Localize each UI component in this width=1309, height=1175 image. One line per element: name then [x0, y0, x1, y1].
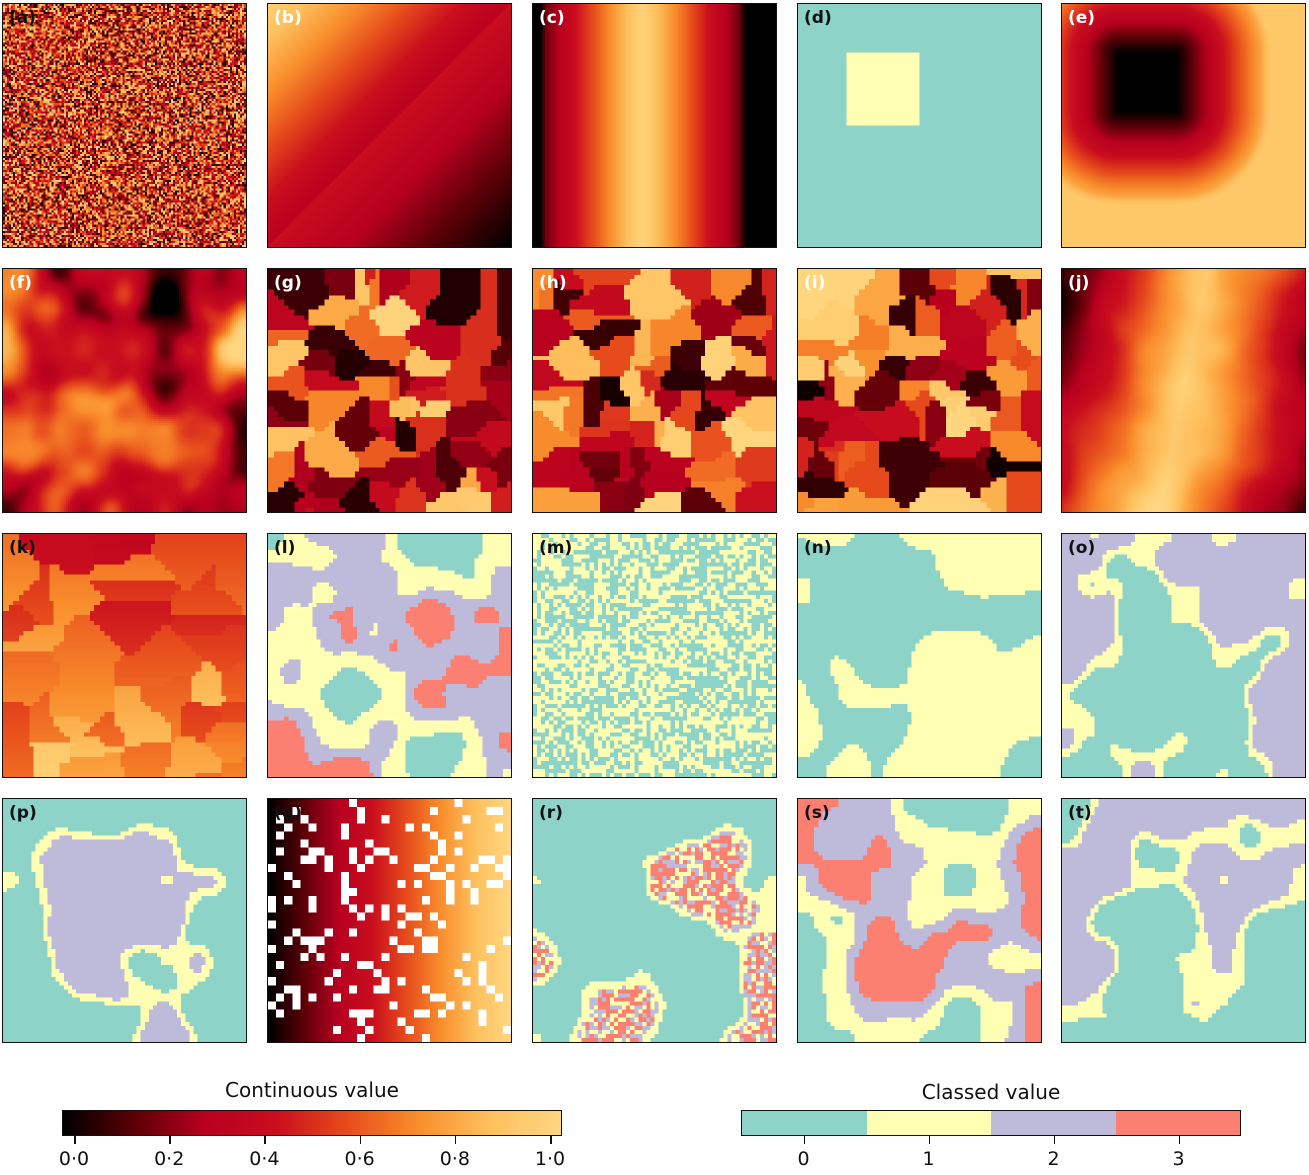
- map-panel: (l): [267, 533, 512, 778]
- colorbar-tick: [359, 1136, 362, 1144]
- panel-label: (o): [1068, 538, 1096, 558]
- map-raster: [798, 799, 1041, 1042]
- map-panel: (b): [267, 3, 512, 248]
- map-raster: [533, 269, 776, 512]
- colorbar-tick-label: 0·6: [344, 1148, 375, 1170]
- map-panel: (r): [532, 798, 777, 1043]
- panel-label: (g): [274, 273, 302, 293]
- map-panel: (m): [532, 533, 777, 778]
- colorbar-tick: [550, 1136, 552, 1144]
- map-panel: (o): [1061, 533, 1306, 778]
- colorbar-tick: [169, 1136, 171, 1144]
- map-panel: (d): [797, 3, 1042, 248]
- map-raster: [3, 269, 246, 512]
- map-panel: (f): [2, 268, 247, 513]
- panel-label: (j): [1068, 273, 1090, 293]
- map-raster: [268, 799, 511, 1042]
- panel-label: (t): [1068, 803, 1092, 823]
- classed-legend-title: Classed value: [921, 1080, 1061, 1104]
- map-panel: (n): [797, 533, 1042, 778]
- map-raster: [3, 4, 246, 247]
- class-swatch: [991, 1111, 1116, 1135]
- map-raster: [798, 534, 1041, 777]
- panel-label: (m): [539, 538, 573, 558]
- colorbar-tick-label: 0·8: [439, 1148, 470, 1170]
- colorbar-tick: [928, 1136, 930, 1144]
- classed-colorbar: [741, 1110, 1241, 1136]
- map-panel: (s): [797, 798, 1042, 1043]
- colorbar-tick: [264, 1136, 266, 1144]
- map-panel: (j): [1061, 268, 1306, 513]
- map-raster: [268, 269, 511, 512]
- map-raster: [798, 269, 1041, 512]
- panel-label: (h): [539, 273, 567, 293]
- colorbar-tick-label: 3: [1172, 1148, 1185, 1170]
- colorbar-tick: [454, 1136, 457, 1144]
- colorbar-tick: [803, 1136, 805, 1144]
- colorbar-tick: [74, 1136, 76, 1144]
- panel-label: (r): [539, 803, 563, 823]
- panel-label: (n): [804, 538, 832, 558]
- map-raster: [268, 4, 511, 247]
- continuous-legend-title: Continuous value: [225, 1078, 399, 1102]
- panel-label: (p): [9, 803, 37, 823]
- panel-label: (f): [9, 273, 32, 293]
- map-panel: (i): [797, 268, 1042, 513]
- panel-label: (e): [1068, 8, 1096, 28]
- colorbar-tick-label: 0: [797, 1148, 810, 1170]
- panel-label: (l): [274, 538, 296, 558]
- map-raster: [1062, 269, 1305, 512]
- map-raster: [1062, 4, 1305, 247]
- colorbar-tick-label: 2: [1047, 1148, 1060, 1170]
- map-raster: [798, 4, 1041, 247]
- map-panel: (q): [267, 798, 512, 1043]
- panel-label: (a): [9, 8, 37, 28]
- map-raster: [3, 534, 246, 777]
- map-raster: [533, 534, 776, 777]
- map-panel: (k): [2, 533, 247, 778]
- panel-label: (b): [274, 8, 302, 28]
- map-panel: (h): [532, 268, 777, 513]
- map-raster: [268, 534, 511, 777]
- continuous-colorbar: [62, 1110, 562, 1136]
- class-swatch: [1115, 1111, 1240, 1135]
- map-panel: (p): [2, 798, 247, 1043]
- class-swatch: [866, 1111, 991, 1135]
- colorbar-tick-label: 1·0: [534, 1148, 566, 1170]
- class-swatch: [742, 1111, 867, 1135]
- map-raster: [3, 799, 246, 1042]
- panel-label: (k): [9, 538, 36, 558]
- map-raster: [533, 799, 776, 1042]
- panel-label: (d): [804, 8, 832, 28]
- map-raster: [1062, 534, 1305, 777]
- panel-label: (c): [539, 8, 565, 28]
- map-raster: [533, 4, 776, 247]
- map-raster: [1062, 799, 1305, 1042]
- panel-label: (s): [804, 803, 830, 823]
- map-panel: (t): [1061, 798, 1306, 1043]
- panel-label: (q): [274, 803, 302, 823]
- colorbar-tick: [1053, 1136, 1055, 1144]
- colorbar-tick-label: 1: [922, 1148, 935, 1170]
- panel-label: (i): [804, 273, 826, 293]
- colorbar-tick-label: 0·0: [58, 1148, 90, 1170]
- map-panel: (e): [1061, 3, 1306, 248]
- colorbar-tick-label: 0·4: [249, 1148, 280, 1170]
- map-panel: (a): [2, 3, 247, 248]
- colorbar-tick: [1178, 1136, 1180, 1144]
- map-panel: (c): [532, 3, 777, 248]
- colorbar-tick-label: 0·2: [154, 1148, 185, 1170]
- map-panel: (g): [267, 268, 512, 513]
